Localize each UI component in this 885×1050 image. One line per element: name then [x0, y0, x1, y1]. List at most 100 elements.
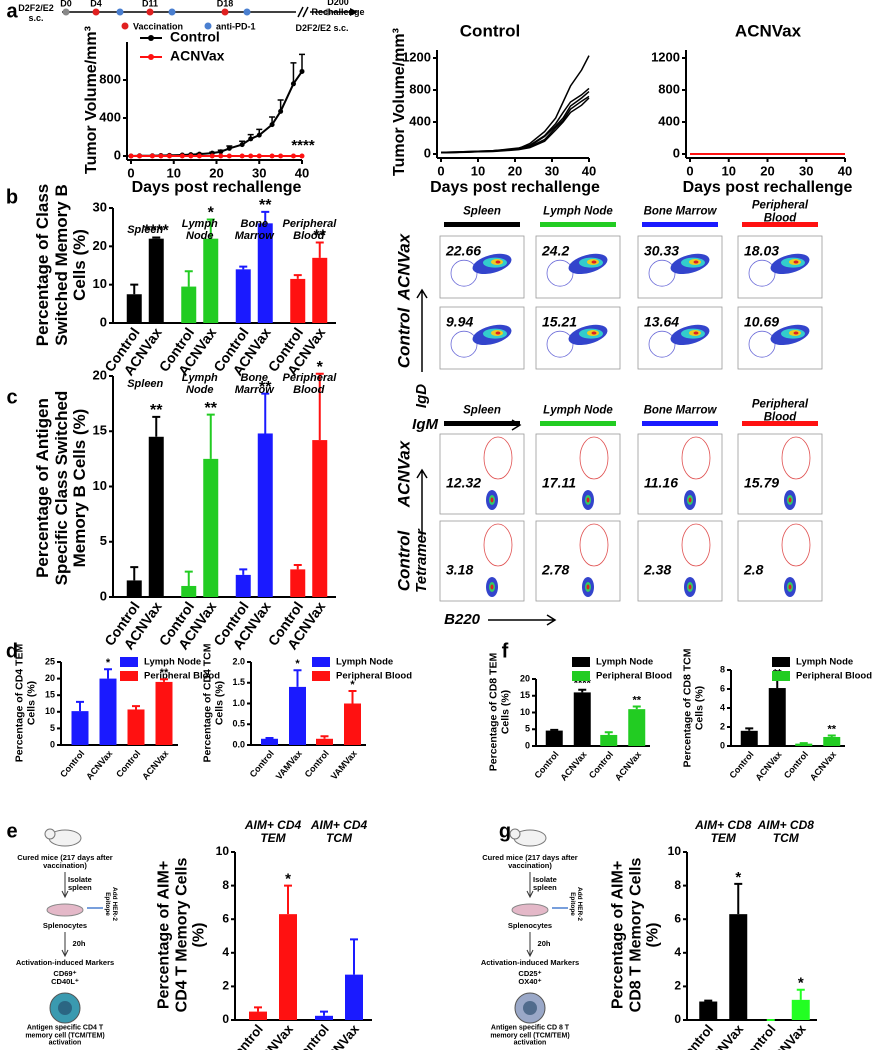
dish-icon: [511, 903, 549, 917]
x-tick-label: Control: [587, 749, 615, 780]
x-tick-label: 20: [508, 163, 522, 178]
flow-plot-frame: [535, 520, 621, 602]
mouse-icon: [44, 828, 56, 840]
gate-percentage: 12.32: [446, 475, 481, 491]
x-axis-title: Days post rechallenge: [683, 179, 853, 196]
x-tick-label: Control: [248, 748, 276, 779]
legend-marker: [148, 54, 154, 60]
gate: [579, 523, 609, 567]
bar: [290, 278, 306, 323]
y-tick-label: 5: [100, 533, 107, 548]
legend-swatch: [572, 657, 590, 667]
y-axis-title: Percentage of CD8 TCM Cells (%): [681, 648, 705, 768]
group-label: AIM+ CD4 TEM: [244, 817, 302, 845]
density: [788, 584, 792, 590]
legend-label: Peripheral Blood: [144, 671, 220, 682]
timeline-day: D0: [60, 0, 72, 8]
flow-plot-frame: [637, 520, 723, 602]
x-tick-label: Control: [737, 1021, 778, 1050]
y-axis-title: Percentage of AIM+ CD8 T Memory Cells (%…: [609, 857, 662, 1013]
group-label: Spleen: [127, 377, 164, 390]
y-tick-label: 800: [99, 71, 121, 86]
significance: **: [259, 197, 272, 214]
bar: [203, 458, 219, 597]
column-header: Bone Marrow: [643, 404, 717, 417]
point: [137, 153, 143, 159]
y-tick-label: 10: [45, 706, 55, 716]
x-tick-label: 30: [799, 163, 813, 178]
column-header: Peripheral Blood: [751, 398, 809, 423]
panel-letter: d: [6, 640, 18, 662]
x-tick-label: 10: [167, 165, 181, 180]
gate: [748, 330, 776, 358]
step-label: CD69⁺ CD40L⁺: [51, 968, 79, 986]
y-tick-label: 0: [100, 588, 107, 603]
y-tick-label: 10: [668, 844, 682, 858]
error-bar: [293, 274, 302, 279]
y-tick-label: 5: [50, 723, 55, 733]
bar: [155, 681, 173, 745]
gate-percentage: 2.38: [643, 562, 671, 578]
error-bar: [184, 570, 193, 586]
y-tick-label: 4: [720, 702, 725, 712]
y-tick-label: 0.0: [232, 739, 245, 749]
density: [788, 497, 792, 503]
y-tick-label: 1200: [402, 49, 431, 64]
error-bar: [206, 413, 215, 459]
significance: *: [350, 679, 355, 691]
gate: [681, 436, 711, 480]
group-label: Bone Marrow: [234, 371, 274, 396]
column-bar: [540, 222, 616, 227]
gate-percentage: 11.16: [644, 475, 678, 491]
x-tick-label: Control: [114, 748, 142, 779]
bar: [345, 974, 363, 1020]
x-tick-label: 40: [582, 163, 596, 178]
y-tick-label: 2: [720, 721, 725, 731]
axis-arrow: [416, 288, 428, 372]
y-tick-label: 0: [114, 147, 121, 162]
y-tick-label: 400: [658, 113, 680, 128]
y-tick-label: 30: [93, 199, 107, 214]
flow-plot-frame: [737, 520, 823, 602]
panel-letter: e: [6, 820, 17, 842]
legend-label: Peripheral Blood: [796, 671, 872, 682]
line: [440, 55, 590, 154]
panel-letter: a: [6, 0, 18, 22]
gate-percentage: 9.94: [446, 314, 473, 330]
timeline-day: D11: [142, 0, 158, 8]
column-bar: [742, 421, 818, 426]
gate: [681, 523, 711, 567]
y-axis-title: Percentage of Class Switched Memory B Ce…: [32, 183, 90, 347]
bar: [312, 440, 328, 597]
error-bar: [261, 392, 270, 434]
y-tick-label: 20: [520, 673, 530, 683]
density: [591, 331, 597, 335]
point: [128, 153, 134, 159]
error-bar: [130, 566, 139, 581]
y-tick-label: 8: [222, 878, 229, 892]
error-bar: [130, 283, 139, 295]
error-bar: [184, 270, 193, 287]
group-label: AIM+ CD8 TEM: [695, 817, 752, 845]
row-label: Control: [394, 307, 414, 369]
legend-swatch: [312, 657, 330, 667]
y-axis-title: Tumor Volume/mm³: [83, 26, 101, 174]
bar: [791, 999, 810, 1020]
point: [239, 142, 245, 148]
error-bar: [550, 728, 559, 731]
flow-plot-frame: [535, 235, 621, 299]
significance: *: [208, 205, 215, 222]
step-label: CD25⁺ OX40⁺: [518, 968, 542, 986]
flow-plot-frame: [637, 235, 723, 299]
flow-plot-frame: [439, 306, 525, 370]
error-bar: [320, 1010, 328, 1016]
error-bar: [315, 372, 324, 441]
flow-plot-frame: [637, 433, 723, 515]
arrow: [526, 872, 534, 899]
x-axis-title: Days post rechallenge: [430, 179, 600, 196]
panel-letter: f: [502, 640, 509, 662]
point: [290, 153, 296, 159]
point: [269, 153, 275, 159]
group-label: Peripheral Blood: [282, 371, 337, 396]
column-header: Spleen: [463, 205, 501, 218]
